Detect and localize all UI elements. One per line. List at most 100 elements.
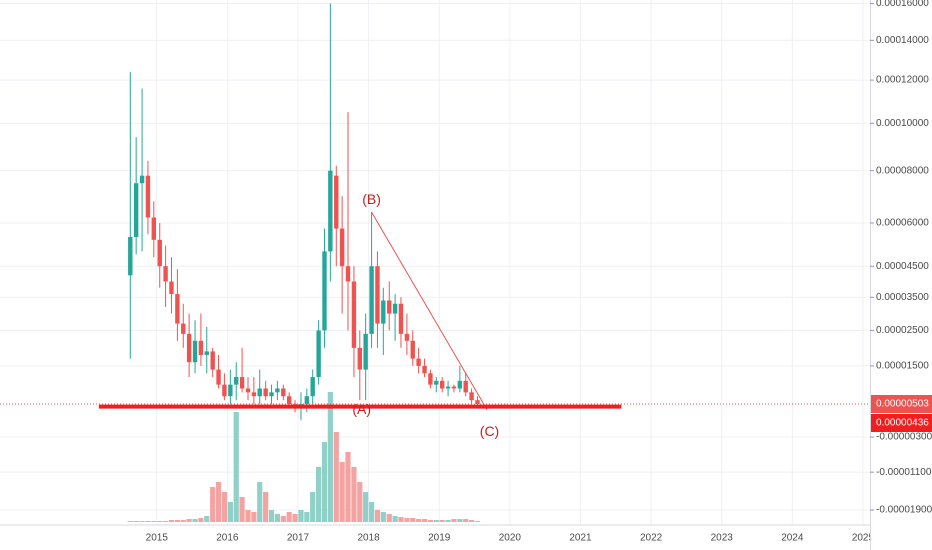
candle-body	[257, 388, 262, 397]
candle-body	[245, 388, 251, 393]
candle-body	[369, 266, 374, 334]
volume-bar	[351, 467, 357, 522]
volume-bar	[127, 521, 133, 522]
candle-body	[428, 373, 433, 385]
candle-body	[416, 358, 421, 366]
candle-body	[339, 228, 345, 267]
candle-body	[469, 392, 474, 401]
candle-body	[392, 303, 398, 314]
volume-bar	[280, 516, 286, 522]
volume-bar	[157, 521, 163, 522]
candle-body	[322, 251, 327, 331]
volume-bar	[168, 520, 175, 522]
volume-bar	[139, 521, 145, 522]
candle-body	[440, 380, 445, 389]
y-tick-label: 0.00003500	[876, 292, 929, 303]
volume-bar	[433, 520, 439, 522]
candle-body	[410, 340, 415, 359]
y-tick-label: 0.00016000	[876, 0, 929, 9]
volume-bar	[380, 512, 386, 522]
annotation: (C)	[480, 423, 499, 439]
volume-bar	[174, 520, 180, 522]
x-tick-label: 2020	[499, 533, 522, 544]
candle-body	[316, 330, 321, 378]
candle-body	[363, 333, 368, 370]
price-tag	[871, 414, 932, 433]
time-axis-bg	[0, 525, 932, 550]
candle-body	[404, 333, 410, 341]
x-tick-label: 2018	[357, 533, 380, 544]
volume-bar	[239, 497, 245, 522]
volume-bar	[392, 516, 398, 522]
volume-bar	[333, 432, 339, 522]
candle-body	[169, 281, 174, 295]
volume-bar	[162, 521, 169, 522]
candle-body	[216, 369, 221, 385]
volume-bar	[192, 519, 198, 522]
volume-bar	[363, 492, 369, 522]
candle-body	[251, 392, 257, 397]
volume-bar	[304, 512, 310, 522]
x-tick-label: 2015	[146, 533, 169, 544]
candle-body	[228, 384, 233, 397]
y-tick-label: 0.00014000	[876, 35, 929, 46]
x-tick-label: 2024	[781, 533, 804, 544]
volume-bar	[421, 519, 428, 522]
volume-bar	[210, 487, 216, 522]
volume-bar	[457, 519, 463, 522]
volume-bar	[186, 519, 192, 522]
volume-bar	[245, 510, 251, 522]
candle-body	[263, 388, 268, 397]
x-tick-label: 2016	[216, 533, 239, 544]
y-tick-label: 0.00012000	[876, 75, 929, 86]
volume-bar	[215, 482, 222, 522]
volume-bar	[227, 502, 233, 522]
candle-body	[286, 396, 292, 405]
volume-bar	[404, 518, 410, 522]
y-tick-label: 0.00008000	[876, 165, 929, 176]
volume-bar	[345, 452, 351, 522]
candle-body	[133, 183, 139, 237]
y-tick-label: -0.00000300	[876, 432, 932, 443]
volume-bar	[257, 482, 263, 522]
candle-body	[398, 303, 404, 334]
price-axis-bg	[870, 0, 932, 550]
candle-body	[357, 347, 362, 370]
y-tick-label: 0.00004500	[876, 261, 929, 272]
candle-body	[204, 351, 209, 355]
candle-body	[145, 175, 151, 218]
x-tick-label: 2023	[711, 533, 734, 544]
volume-bar	[451, 519, 457, 522]
volume-bar	[221, 492, 228, 522]
volume-bar	[233, 412, 239, 522]
volume-bar	[410, 518, 416, 522]
candle-body	[175, 294, 180, 324]
candle-body	[445, 386, 451, 389]
candle-body	[310, 377, 315, 397]
price-tag-label: 0.00000436	[876, 418, 929, 429]
volume-bar	[145, 521, 151, 522]
candle-body	[186, 333, 192, 363]
volume-bar	[310, 492, 316, 522]
x-tick-label: 2022	[640, 533, 663, 544]
candle-body	[381, 300, 386, 324]
candle-body	[451, 386, 457, 389]
candle-body	[269, 392, 274, 397]
volume-bar	[151, 521, 157, 522]
candle-body	[375, 266, 380, 324]
candle-body	[434, 380, 439, 385]
volume-bar	[198, 518, 204, 522]
volume-bar	[474, 521, 481, 522]
volume-bar	[286, 512, 292, 522]
y-tick-label: 0.00001500	[876, 361, 929, 372]
volume-bar	[268, 510, 275, 522]
candle-body	[222, 384, 227, 397]
volume-bar	[204, 516, 210, 522]
candle-body	[181, 323, 186, 334]
candle-body	[334, 175, 339, 229]
volume-bar	[339, 462, 345, 522]
candle-body	[328, 170, 333, 252]
y-tick-label: -0.00001100	[876, 467, 932, 478]
volume-bar	[386, 514, 392, 522]
